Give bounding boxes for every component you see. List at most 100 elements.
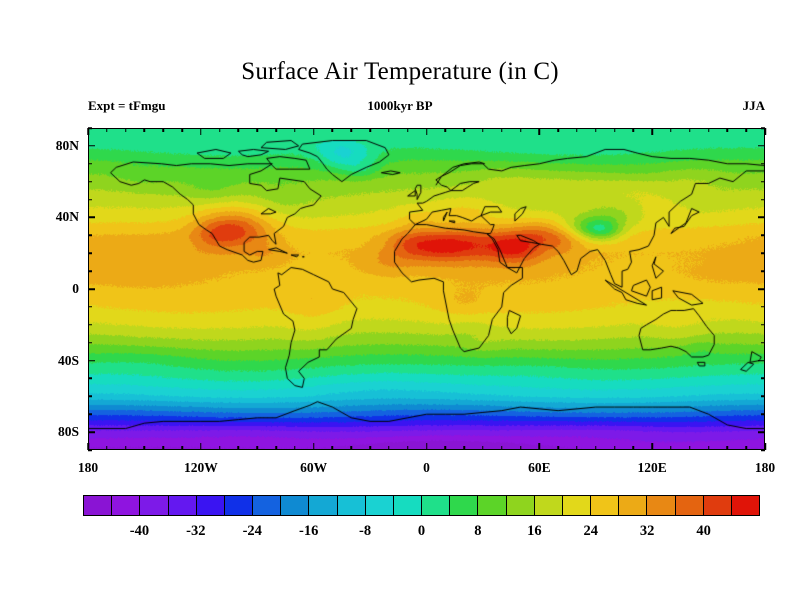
x-axis-tick-label: 60W	[300, 460, 328, 475]
y-axis-tick-mark	[761, 252, 765, 254]
x-axis-tick-mark	[651, 443, 653, 450]
y-axis-tick-mark	[761, 395, 765, 398]
y-axis-tick-mark	[758, 431, 765, 433]
x-axis-tick-mark	[87, 443, 89, 450]
x-axis-tick-mark	[388, 446, 390, 450]
x-axis-tick-mark	[200, 443, 202, 450]
x-axis-tick-mark	[463, 446, 465, 450]
x-axis-tick-mark	[87, 128, 89, 135]
y-axis-tick-mark	[88, 324, 92, 326]
x-axis-tick-mark	[500, 128, 503, 132]
y-axis-tick-mark	[88, 359, 95, 362]
y-axis-tick-mark	[88, 341, 92, 344]
x-axis-tick-label: 180	[77, 460, 99, 475]
x-axis-tick-mark	[482, 446, 484, 450]
x-axis-tick-mark	[576, 446, 578, 450]
colorbar-swatch	[195, 496, 224, 515]
x-axis-tick-mark	[613, 128, 616, 132]
x-axis-tick-mark	[124, 446, 127, 450]
x-axis-tick-mark	[143, 446, 146, 450]
colorbar-tick-label: 0	[417, 523, 426, 539]
y-axis-tick-mark	[88, 145, 95, 147]
y-axis-tick-label: 40N	[55, 209, 79, 225]
x-axis-tick-mark	[181, 446, 183, 450]
colorbar-swatch	[280, 496, 309, 515]
x-axis-tick-mark	[444, 128, 447, 132]
colorbar-swatch	[730, 496, 760, 515]
x-axis-tick-mark	[726, 446, 729, 450]
y-axis-tick-label: 80S	[57, 424, 79, 440]
y-axis-tick-label: 80N	[55, 137, 79, 153]
x-axis-tick-mark	[576, 128, 578, 132]
colorbar-swatch	[336, 496, 365, 515]
x-axis-tick-mark	[388, 128, 390, 132]
x-axis-tick-mark	[350, 446, 353, 450]
y-axis-tick-mark	[88, 252, 92, 254]
colorbar-tick-label: -8	[359, 523, 372, 539]
colorbar-swatch	[505, 496, 534, 515]
x-axis-tick-mark	[538, 443, 541, 450]
colorbar-swatches	[83, 495, 760, 516]
colorbar-swatch	[364, 496, 393, 515]
y-axis-tick-mark	[761, 127, 765, 129]
x-axis-tick-mark	[200, 128, 202, 135]
y-axis-tick-mark	[758, 216, 765, 219]
x-axis-tick-label: 120E	[637, 460, 667, 475]
x-axis-tick-mark	[689, 128, 691, 132]
colorbar-swatch	[533, 496, 562, 515]
x-axis-tick-mark	[425, 128, 428, 135]
x-axis-tick-mark	[406, 446, 409, 450]
x-axis-tick-mark	[613, 446, 616, 450]
colorbar-swatch	[139, 496, 168, 515]
y-axis-tick-mark	[761, 198, 765, 201]
x-axis-tick-mark	[670, 128, 672, 132]
colorbar-tick-label: 40	[696, 523, 711, 539]
x-axis-tick-mark	[632, 446, 635, 450]
x-axis-tick-label: 60E	[528, 460, 551, 475]
y-axis-tick-mark	[88, 306, 92, 308]
y-axis-tick-mark	[761, 306, 765, 308]
y-axis-tick-mark	[88, 413, 92, 415]
x-axis-tick-mark	[350, 128, 353, 132]
x-axis-tick-mark	[369, 128, 371, 132]
y-axis-tick-mark	[88, 198, 92, 201]
colorbar-swatch	[674, 496, 703, 515]
x-axis-tick-mark	[256, 128, 258, 132]
experiment-label: Expt = tFmgu	[88, 98, 166, 113]
x-axis-tick-mark	[651, 128, 653, 135]
x-axis-tick-label: 180	[754, 460, 776, 475]
y-axis-tick-mark	[761, 163, 765, 165]
y-axis-tick-mark	[88, 270, 92, 272]
x-axis-tick-mark	[162, 446, 164, 450]
x-axis-tick-mark	[764, 443, 766, 450]
y-axis-tick-mark	[761, 341, 765, 344]
y-axis-tick-mark	[761, 377, 765, 380]
x-axis-tick-mark	[444, 446, 447, 450]
x-axis-tick-mark	[275, 446, 277, 450]
x-axis-tick-mark	[764, 128, 766, 135]
x-axis-tick-mark	[595, 128, 597, 132]
colorbar-swatch	[477, 496, 506, 515]
colorbar-tick-label: -24	[242, 523, 262, 539]
colorbar-tick-label: 16	[527, 523, 542, 539]
colorbar-swatch	[449, 496, 478, 515]
colorbar-tick-label: 8	[474, 523, 482, 539]
y-axis-tick-mark	[758, 288, 765, 290]
y-axis-tick-mark	[761, 270, 765, 272]
x-axis-tick-mark	[237, 446, 240, 450]
x-axis-tick-mark	[519, 446, 522, 450]
x-axis-tick-mark	[519, 128, 522, 132]
x-axis-tick-mark	[312, 443, 315, 450]
x-axis-tick-mark	[294, 128, 296, 132]
chart-subtitle: 1000kyr BP	[367, 98, 433, 113]
colorbar-swatch	[392, 496, 422, 515]
map-plot-area: 180 120W 60W 0 60E 120E 180 80N 40N 0 40S 80S	[56, 127, 775, 475]
colorbar-swatch	[308, 496, 337, 515]
colorbar-swatch	[111, 496, 140, 515]
x-axis-tick-mark	[538, 128, 541, 135]
colorbar-swatch	[702, 496, 731, 515]
colorbar-tick-label: -40	[129, 523, 150, 539]
x-axis-tick-mark	[632, 128, 635, 132]
y-axis-tick-mark	[88, 395, 92, 398]
x-axis-tick-mark	[124, 128, 127, 132]
